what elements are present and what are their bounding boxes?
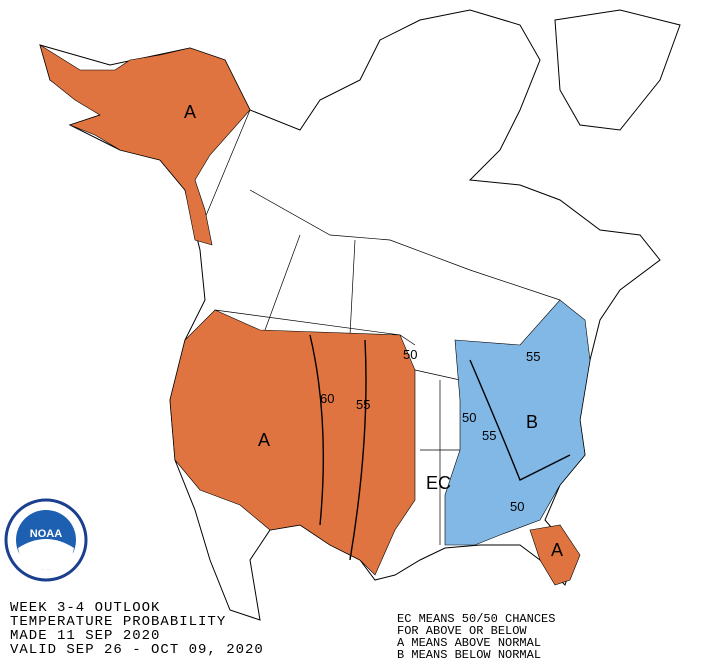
greenland: [554, 9, 681, 131]
footer: WEEK 3-4 OUTLOOK TEMPERATURE PROBABILITY…: [10, 600, 555, 662]
logo-text: NOAA: [30, 528, 62, 540]
contour-label: 55: [356, 397, 370, 412]
contour-label: 55: [482, 428, 496, 443]
region-label: A: [258, 430, 270, 450]
contour-label: 50: [462, 410, 476, 425]
contour-label: 55: [526, 349, 540, 364]
legend-line: WEEK 3-4 OUTLOOK: [10, 600, 160, 616]
above-area: [39, 44, 251, 246]
contour-label: 60: [320, 391, 334, 406]
above-area: [169, 309, 416, 576]
legend-line: FOR ABOVE OR BELOW: [397, 624, 527, 638]
region-labels: A A A B EC: [184, 102, 563, 560]
contour-label: 50: [403, 347, 417, 362]
contour-label: 50: [510, 499, 524, 514]
legend-line: A MEANS ABOVE NORMAL: [397, 636, 541, 650]
contour-labels: 60 55 50 55 50 55 50: [320, 347, 540, 514]
above-area: [529, 524, 581, 586]
legend-line: TEMPERATURE PROBABILITY: [10, 614, 226, 630]
probability-areas: [39, 44, 591, 586]
region-label: B: [526, 412, 538, 432]
region-label: EC: [426, 473, 451, 493]
legend-line: VALID SEP 26 - OCT 09, 2020: [10, 642, 264, 658]
region-label: A: [551, 540, 563, 560]
legend-line: EC MEANS 50/50 CHANCES: [397, 612, 555, 626]
region-label: A: [184, 102, 196, 122]
logo: NOAA: [4, 498, 88, 582]
logo-gull: [18, 539, 74, 570]
contours: [309, 334, 571, 561]
legend-line: B MEANS BELOW NORMAL: [397, 648, 541, 662]
legend-line: MADE 11 SEP 2020: [10, 628, 160, 644]
below-area: [444, 299, 591, 546]
